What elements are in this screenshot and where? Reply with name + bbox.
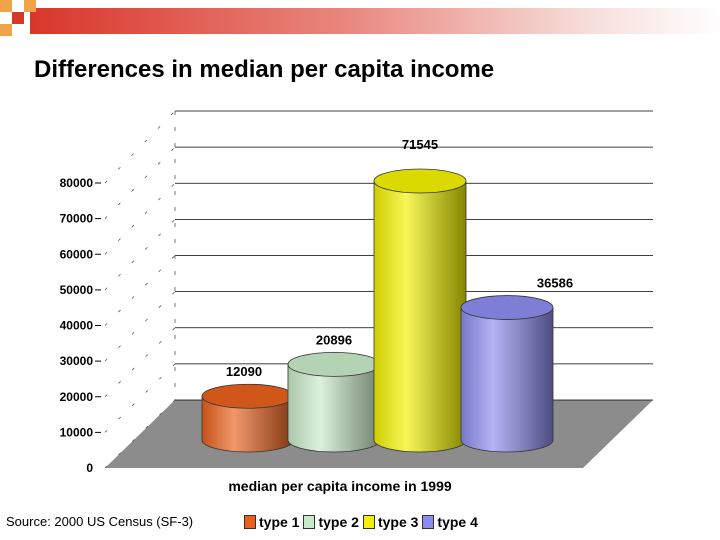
y-tick-label: 40000 [60,319,94,333]
gridline-side [104,146,176,219]
source-note: Source: 2000 US Census (SF-3) [6,514,194,529]
bar-type-3 [373,168,467,453]
y-tick-label: 80000 [60,176,94,190]
gridline-side [104,110,176,184]
bar-type-4 [460,295,554,453]
legend-item-type-3: type 3 [362,514,419,530]
y-tick-label: 50000 [60,283,94,297]
x-axis-label: median per capita income in 1999 [228,478,452,494]
legend-swatch [244,515,256,529]
logo-square-red [12,12,24,24]
legend-item-type-2: type 2 [303,514,359,530]
income-bar-chart: 0 10000 20000 30000 40000 50000 60000 70000 8000… [60,110,653,494]
chart-legend: type 1 type 2 type 3 type 4 [244,514,482,530]
header-gradient-bar [30,8,720,34]
y-tick-label: 30000 [60,354,94,368]
bar-type-1 [201,383,295,453]
data-label-type-3: 71545 [402,137,438,152]
legend-label: type 2 [318,514,359,530]
gridline-side [104,255,176,326]
y-tick-label: 70000 [60,212,94,226]
legend-swatch [303,515,316,529]
gridline-side [104,327,176,398]
legend-label: type 3 [377,514,419,530]
gridline-side [104,219,176,291]
legend-label: type 4 [437,514,478,530]
legend-item-type-1: type 1 [244,514,299,530]
y-tick-label: 10000 [60,425,94,439]
legend-item-type-4: type 4 [422,514,478,530]
y-tick-label: 60000 [60,247,94,261]
legend-swatch [362,515,375,529]
logo-square-orange-2 [24,0,36,12]
y-tick-label: 0 [86,461,93,475]
gridline-side [104,291,176,362]
data-label-type-1: 12090 [226,364,262,379]
data-label-type-4: 36586 [537,276,573,291]
legend-swatch [422,515,435,529]
data-label-type-2: 20896 [316,332,352,347]
legend-label: type 1 [259,514,300,530]
slide-title: Differences in median per capita income [34,56,495,83]
logo-square-orange [0,0,12,12]
logo-square-orange-3 [0,24,12,36]
y-tick-label: 20000 [60,390,94,404]
gridline-side [104,182,176,255]
bar-type-2 [287,351,381,453]
